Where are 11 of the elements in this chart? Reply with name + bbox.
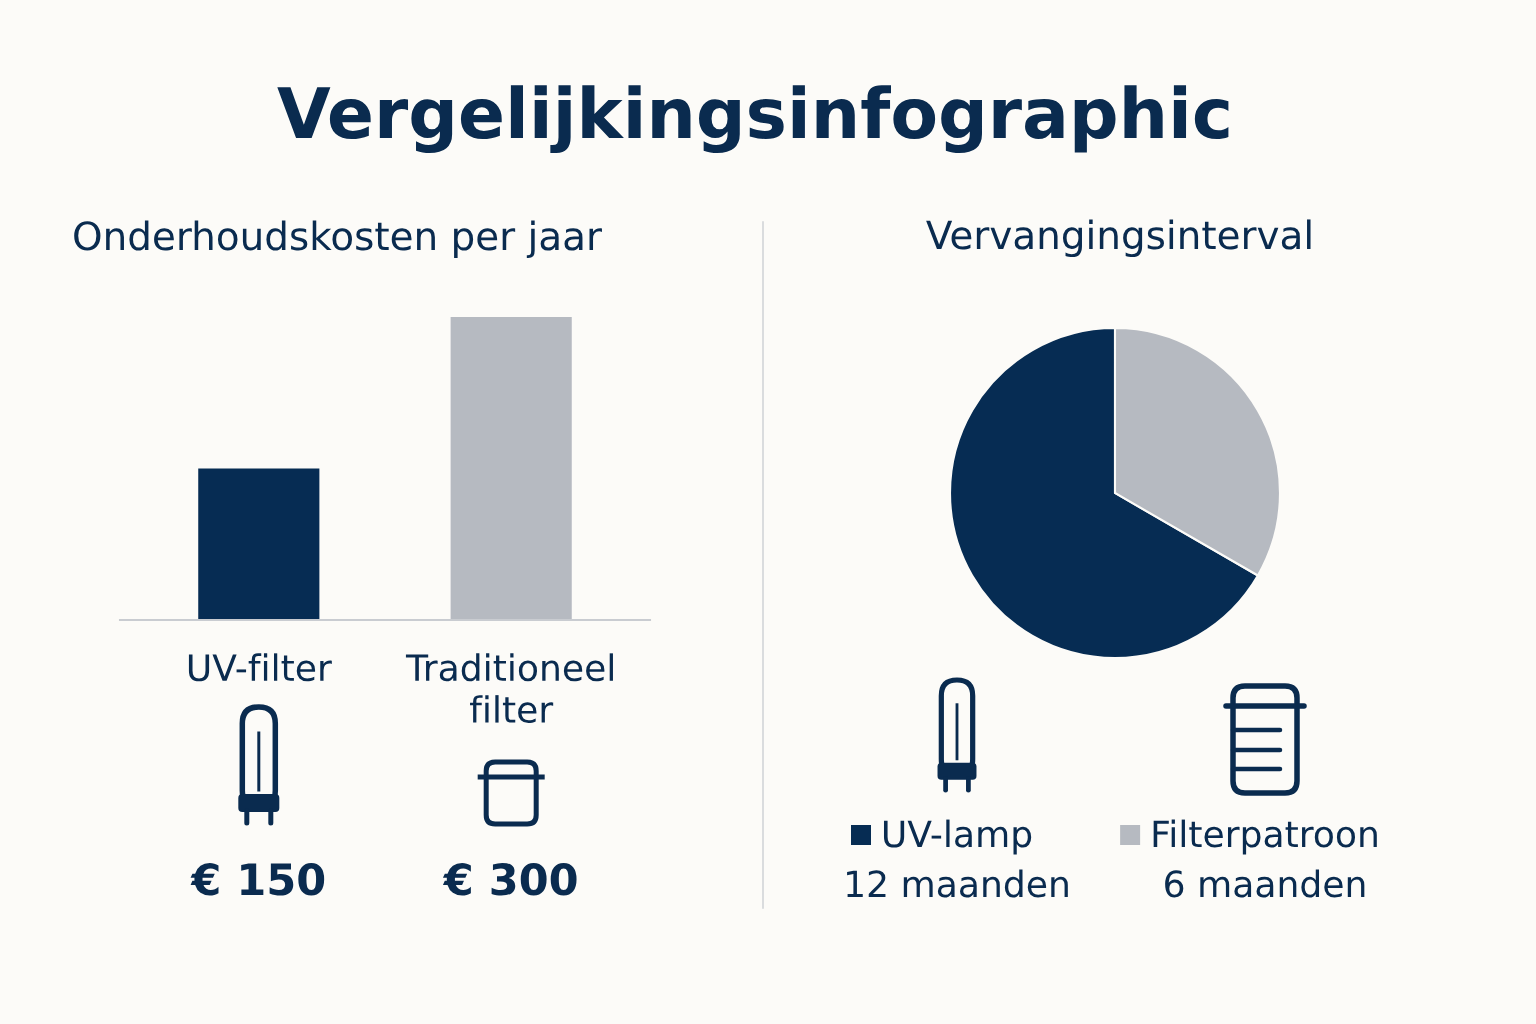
chart-title: Onderhoudskosten per jaar: [74, 220, 602, 259]
x-tick-label: UV-filter: [188, 653, 332, 682]
x-tick-label: Traditioneel filter: [405, 653, 613, 724]
data-label: € 150: [190, 863, 325, 896]
legend-label: UV-lamp: [883, 819, 1032, 855]
data-label: € 300: [442, 863, 577, 896]
data-label: 12 maanden: [847, 869, 1068, 898]
text: Vergelijkingsinfographic: [277, 85, 1229, 153]
chart-title: Vervangingsinterval: [926, 219, 1311, 258]
legend-label: Filterpatroon: [1153, 819, 1377, 855]
data-label: 6 maanden: [1165, 869, 1365, 898]
